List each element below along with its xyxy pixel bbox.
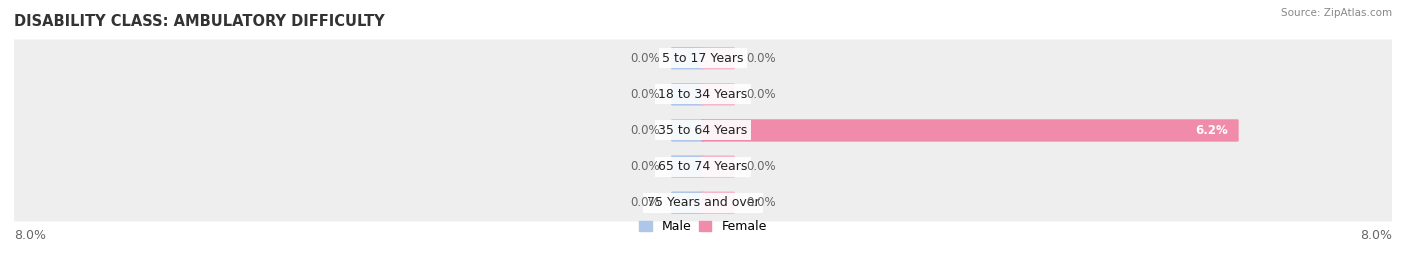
FancyBboxPatch shape	[10, 40, 1396, 77]
Text: 8.0%: 8.0%	[1360, 229, 1392, 242]
Text: 65 to 74 Years: 65 to 74 Years	[658, 160, 748, 173]
FancyBboxPatch shape	[702, 47, 735, 69]
FancyBboxPatch shape	[671, 192, 704, 214]
FancyBboxPatch shape	[10, 184, 1396, 221]
Text: 0.0%: 0.0%	[630, 88, 659, 101]
FancyBboxPatch shape	[702, 192, 735, 214]
Text: 18 to 34 Years: 18 to 34 Years	[658, 88, 748, 101]
Text: 0.0%: 0.0%	[630, 196, 659, 209]
Text: 0.0%: 0.0%	[630, 160, 659, 173]
FancyBboxPatch shape	[702, 155, 735, 178]
Text: 0.0%: 0.0%	[747, 52, 776, 65]
Text: 0.0%: 0.0%	[630, 124, 659, 137]
Text: Source: ZipAtlas.com: Source: ZipAtlas.com	[1281, 8, 1392, 18]
FancyBboxPatch shape	[702, 83, 735, 105]
Text: DISABILITY CLASS: AMBULATORY DIFFICULTY: DISABILITY CLASS: AMBULATORY DIFFICULTY	[14, 14, 385, 29]
Text: 0.0%: 0.0%	[630, 52, 659, 65]
Text: 8.0%: 8.0%	[14, 229, 46, 242]
Text: 6.2%: 6.2%	[1195, 124, 1229, 137]
Text: 0.0%: 0.0%	[747, 196, 776, 209]
FancyBboxPatch shape	[671, 155, 704, 178]
FancyBboxPatch shape	[10, 148, 1396, 185]
Text: 75 Years and over: 75 Years and over	[647, 196, 759, 209]
Text: 0.0%: 0.0%	[747, 160, 776, 173]
FancyBboxPatch shape	[671, 83, 704, 105]
Text: 35 to 64 Years: 35 to 64 Years	[658, 124, 748, 137]
Legend: Male, Female: Male, Female	[634, 215, 772, 238]
Text: 5 to 17 Years: 5 to 17 Years	[662, 52, 744, 65]
FancyBboxPatch shape	[702, 119, 1239, 142]
FancyBboxPatch shape	[671, 47, 704, 69]
FancyBboxPatch shape	[10, 76, 1396, 113]
Text: 0.0%: 0.0%	[747, 88, 776, 101]
FancyBboxPatch shape	[671, 119, 704, 142]
FancyBboxPatch shape	[10, 112, 1396, 149]
